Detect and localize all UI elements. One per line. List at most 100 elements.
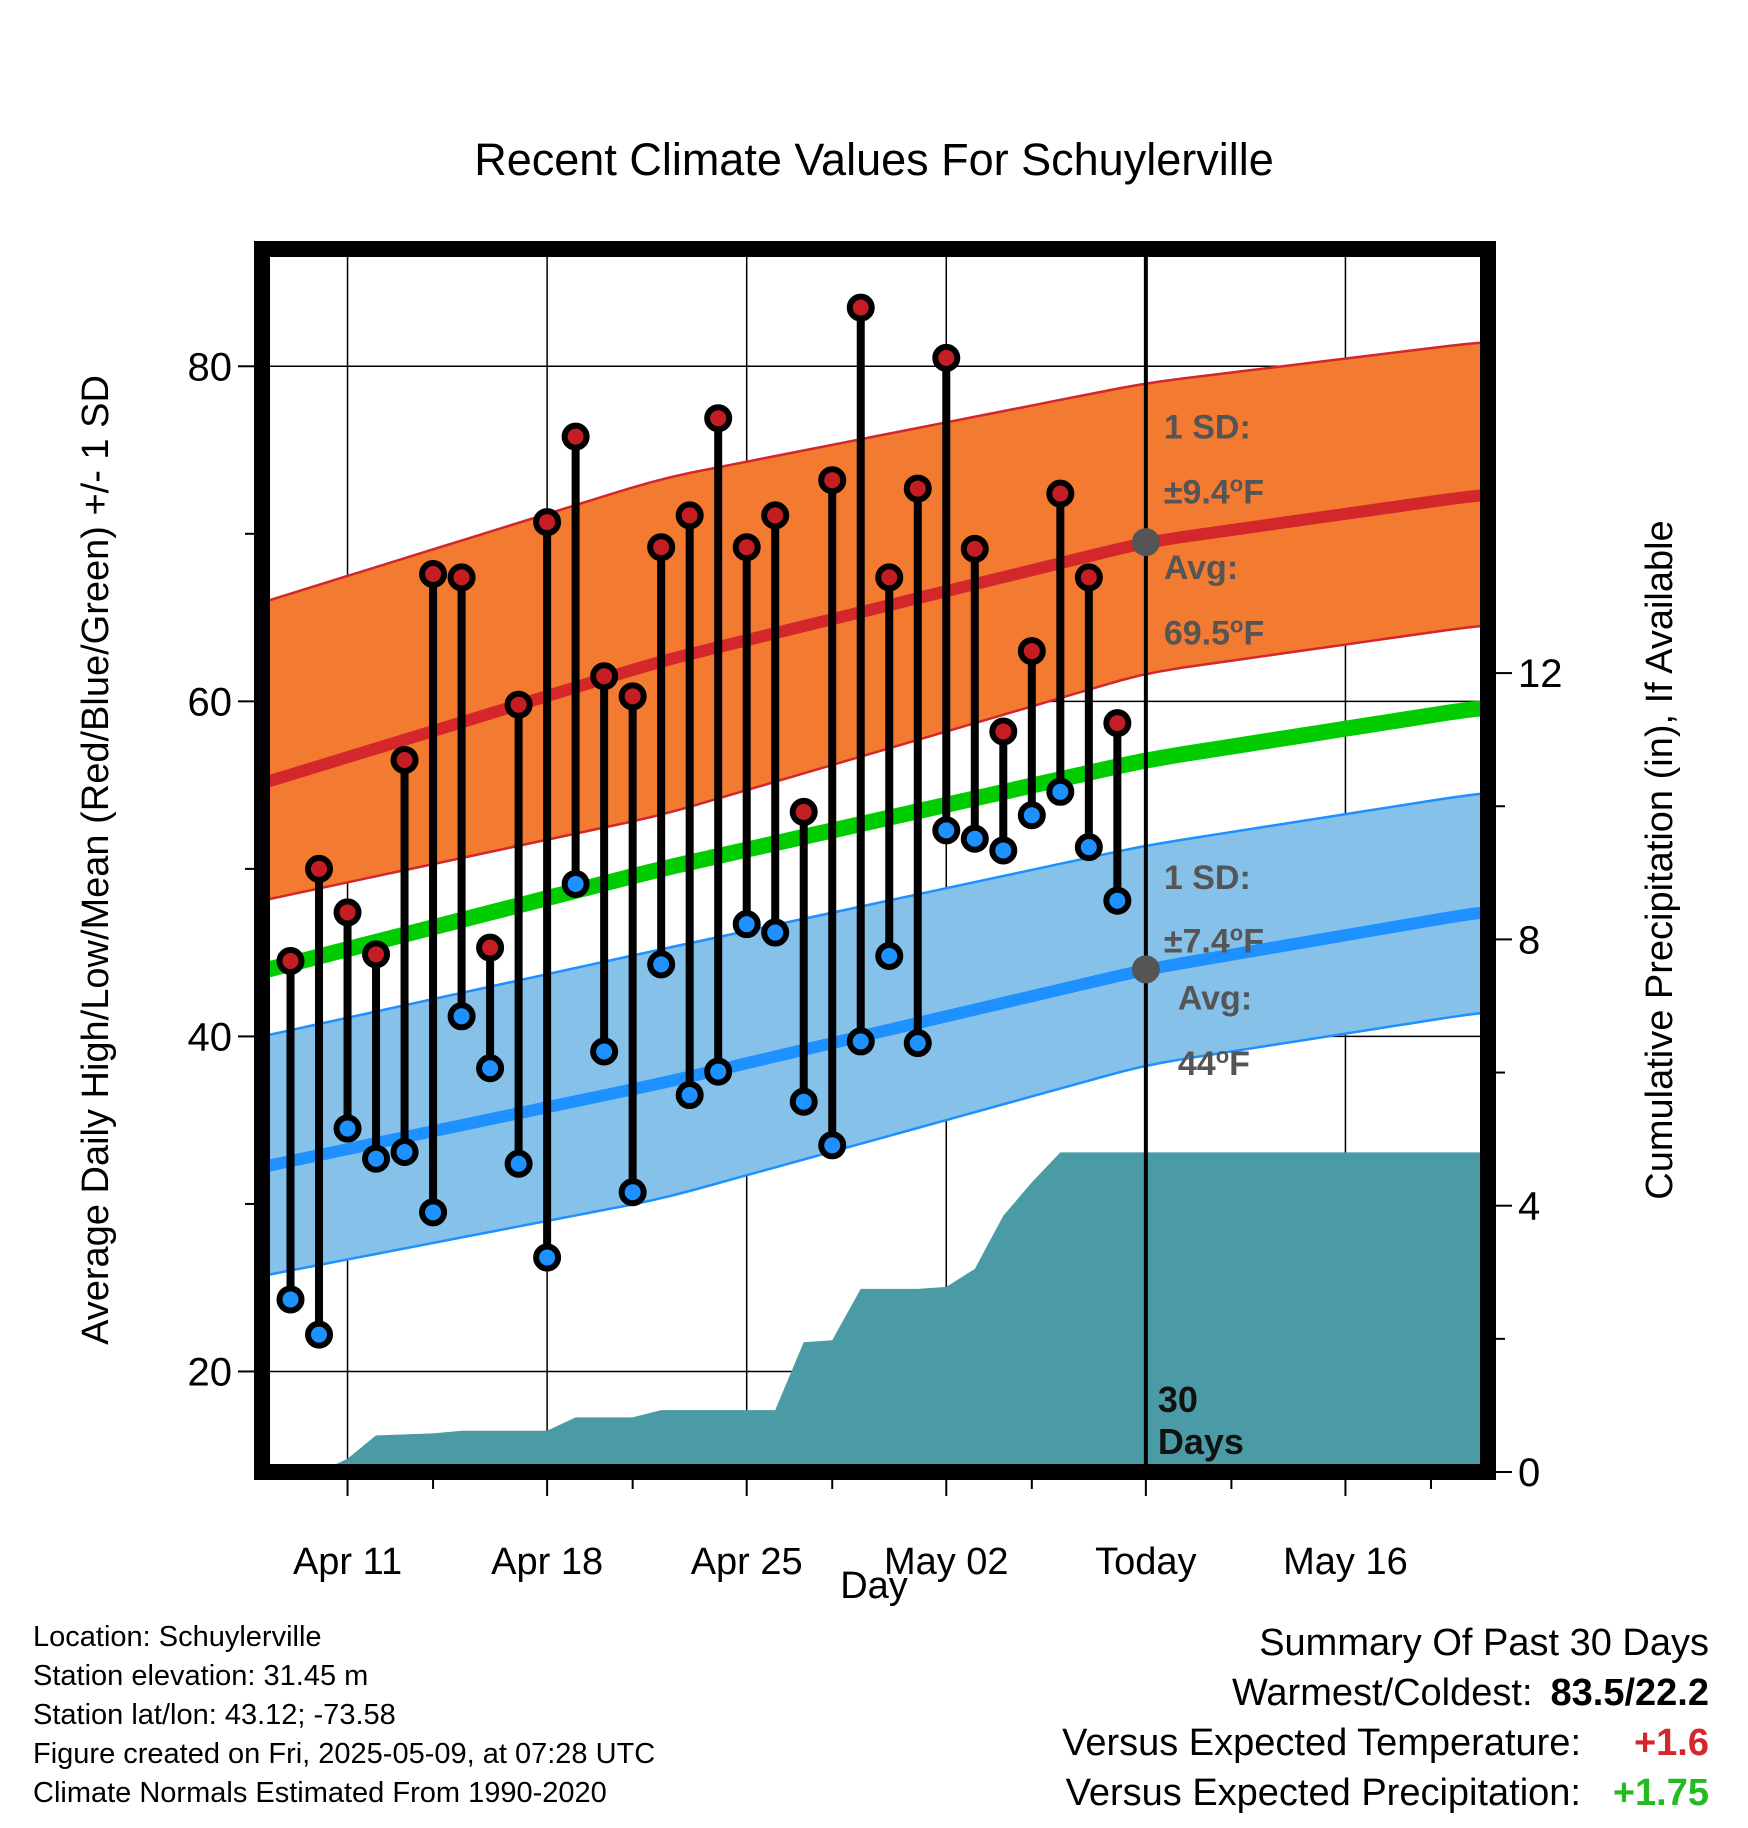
x-tick-label: Apr 11 xyxy=(293,1541,402,1583)
observations xyxy=(276,293,1132,1349)
summary-title: Summary Of Past 30 Days xyxy=(1259,1622,1709,1664)
low-point xyxy=(704,1057,733,1086)
chart-title: Recent Climate Values For Schuylerville xyxy=(474,134,1273,185)
low-avg-label: Avg: xyxy=(1178,980,1252,1018)
high-sd-band-upper-edge xyxy=(262,340,1488,604)
high-point xyxy=(1017,637,1046,666)
temp-label: Versus Expected Temperature: xyxy=(1062,1722,1581,1764)
high-sd-band xyxy=(262,342,1488,901)
x-tick-label: Apr 25 xyxy=(691,1541,803,1583)
low-point xyxy=(675,1081,704,1110)
high-point xyxy=(789,797,818,826)
low-point xyxy=(362,1144,391,1173)
low-sd-value: ±7.4oF xyxy=(1164,921,1264,961)
high-point xyxy=(1103,709,1132,738)
annotations: 1 SD: ±9.4oF Avg: 69.5oF 1 SD: ±7.4oF Avg: 44oF… xyxy=(1131,408,1264,1462)
x-tick-label: Today xyxy=(1095,1541,1196,1583)
low-point xyxy=(533,1243,562,1272)
precip-layer xyxy=(262,1152,1488,1472)
high-point xyxy=(675,501,704,530)
station-metadata: Location: Schuylerville Station elevatio… xyxy=(33,1618,655,1813)
y-tick-label: 20 xyxy=(188,1350,233,1394)
summary-temp: Versus Expected Temperature: +1.6 xyxy=(1062,1718,1709,1768)
high-point xyxy=(390,745,419,774)
high-point xyxy=(590,662,619,691)
high-point xyxy=(618,682,647,711)
x-tick-label: May 16 xyxy=(1283,1541,1408,1583)
summary-panel: Summary Of Past 30 Days Warmest/Coldest:… xyxy=(1062,1618,1709,1818)
warm-cold-label: Warmest/Coldest: xyxy=(1231,1672,1533,1714)
high-avg-label: Avg: xyxy=(1164,549,1238,587)
x-tick-label: Apr 18 xyxy=(491,1541,603,1583)
high-sd-label: 1 SD: xyxy=(1164,408,1251,446)
y2-tick-label: 0 xyxy=(1518,1451,1540,1495)
low-point xyxy=(447,1002,476,1031)
y-tick-label: 60 xyxy=(188,680,233,724)
low-point xyxy=(846,1027,875,1056)
latlon-text: Station lat/lon: 43.12; -73.58 xyxy=(33,1699,396,1731)
high-point xyxy=(362,940,391,969)
created-text: Figure created on Fri, 2025-05-09, at 07… xyxy=(33,1738,656,1770)
low-avg-marker xyxy=(1131,955,1160,984)
low-point xyxy=(476,1054,505,1083)
y-axis-label: Average Daily High/Low/Mean (Red/Blue/Gr… xyxy=(75,375,117,1345)
low-point xyxy=(818,1131,847,1160)
high-point xyxy=(732,533,761,562)
low-sd-label: 1 SD: xyxy=(1164,859,1251,897)
summary-precip: Versus Expected Precipitation: +1.75 xyxy=(1062,1768,1709,1818)
high-point xyxy=(875,563,904,592)
low-point xyxy=(390,1138,419,1167)
normal-bands xyxy=(262,340,1488,1278)
high-avg-value: 69.5oF xyxy=(1164,612,1264,652)
high-normal-line xyxy=(262,488,1488,790)
plot-frame xyxy=(254,241,1496,1480)
normals-text: Climate Normals Estimated From 1990-2020 xyxy=(33,1777,607,1809)
high-point xyxy=(647,533,676,562)
elevation-text: Station elevation: 31.45 m xyxy=(33,1660,369,1692)
low-point xyxy=(1046,777,1075,806)
low-point xyxy=(561,869,590,898)
low-point xyxy=(333,1114,362,1143)
location-text: Location: Schuylerville xyxy=(33,1621,322,1653)
low-point xyxy=(305,1320,334,1349)
precip-area xyxy=(262,1152,1488,1472)
high-point xyxy=(989,717,1018,746)
high-point xyxy=(960,534,989,563)
y2-axis-label: Cumulative Precipitation (in), If Availa… xyxy=(1639,520,1681,1199)
high-point xyxy=(305,854,334,883)
low-sd-band-upper-edge xyxy=(262,791,1488,1038)
warm-cold-value: 83.5/22.2 xyxy=(1550,1672,1709,1714)
high-point xyxy=(419,560,448,589)
high-point xyxy=(504,690,533,719)
low-point xyxy=(504,1149,533,1178)
low-point xyxy=(1103,886,1132,915)
low-normal-line xyxy=(262,906,1488,1173)
temp-value: +1.6 xyxy=(1633,1722,1709,1764)
climate-chart: Recent Climate Values For Schuylerville … xyxy=(75,134,1681,1607)
days-label-number: 30 xyxy=(1158,1379,1198,1420)
y2-tick-label: 4 xyxy=(1518,1185,1540,1229)
low-point xyxy=(989,836,1018,865)
low-point xyxy=(1074,833,1103,862)
x-tick-label: May 02 xyxy=(884,1541,1009,1583)
mean-normal-line xyxy=(262,699,1488,979)
y2-tick-label: 8 xyxy=(1518,918,1540,962)
low-point xyxy=(1017,801,1046,830)
high-point xyxy=(1074,563,1103,592)
low-point xyxy=(932,816,961,845)
x-axis-label: Day xyxy=(840,1565,908,1607)
high-point xyxy=(533,508,562,537)
low-point xyxy=(647,950,676,979)
high-point xyxy=(846,293,875,322)
low-sd-band-lower-edge xyxy=(262,1011,1488,1278)
high-point xyxy=(561,422,590,451)
days-label-text: Days xyxy=(1158,1421,1244,1462)
low-point xyxy=(960,824,989,853)
low-point xyxy=(618,1178,647,1207)
high-point xyxy=(333,898,362,927)
low-point xyxy=(761,918,790,947)
high-point xyxy=(447,563,476,592)
high-point xyxy=(476,933,505,962)
low-point xyxy=(276,1285,305,1314)
precip-label: Versus Expected Precipitation: xyxy=(1065,1772,1581,1814)
